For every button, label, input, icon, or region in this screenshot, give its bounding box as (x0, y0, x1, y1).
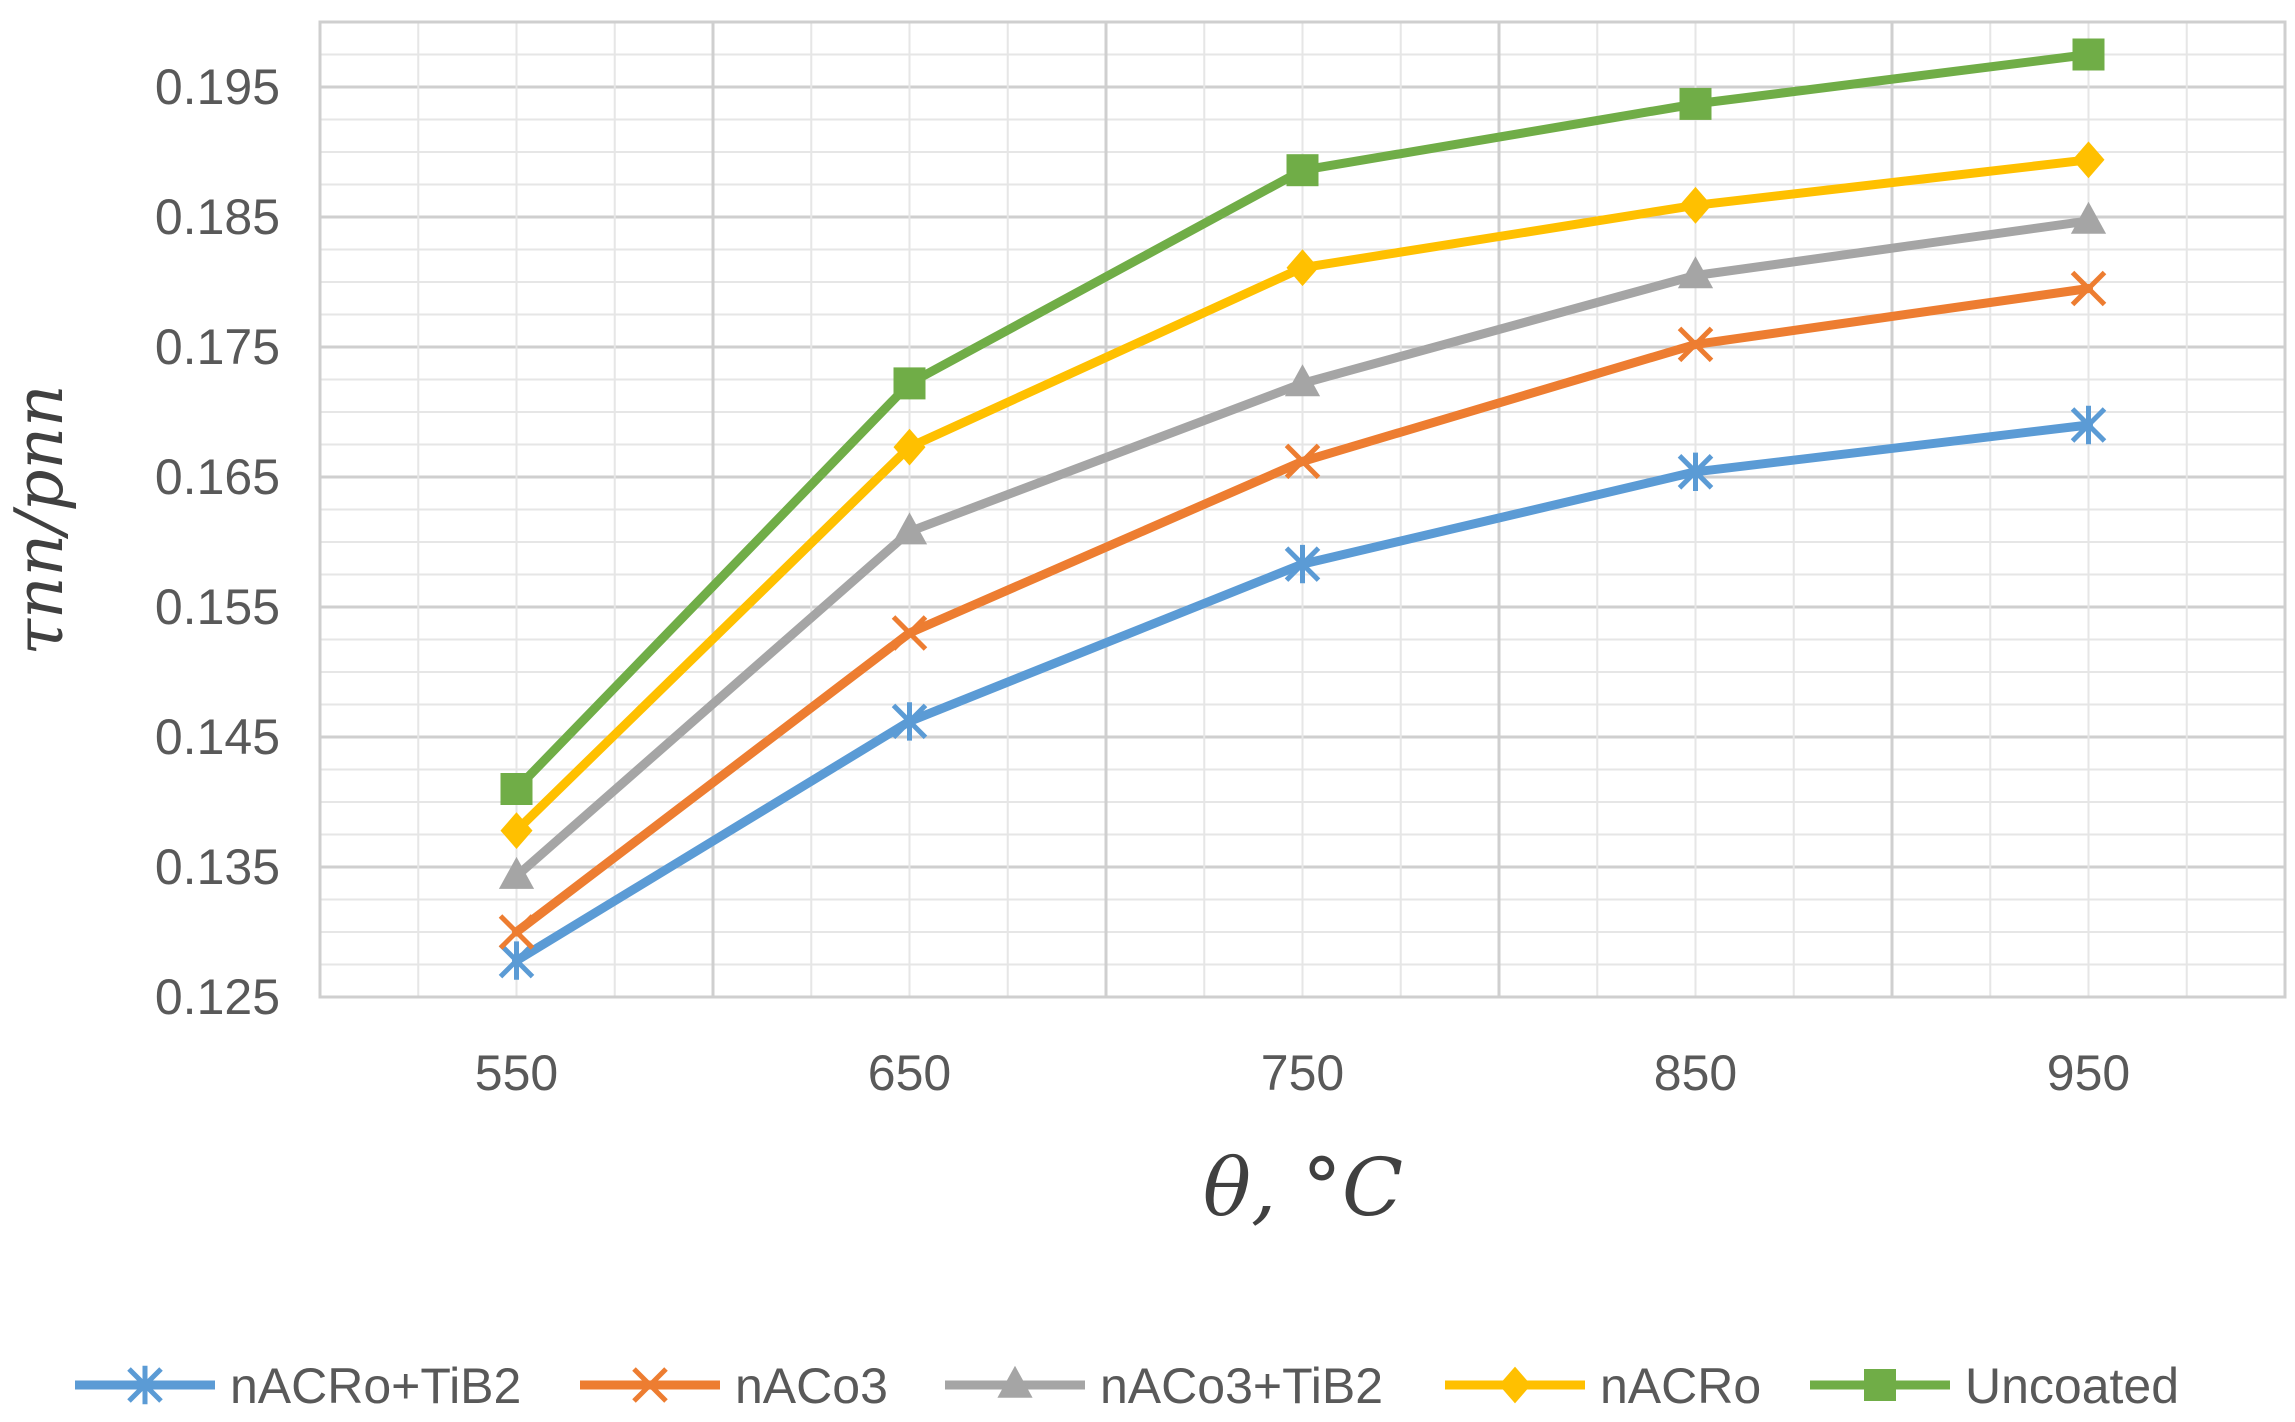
y-tick-label: 0.135 (155, 839, 280, 895)
legend-item: nACRo (1445, 1358, 1761, 1414)
data-point (127, 1365, 163, 1405)
data-point (632, 1367, 668, 1403)
plot-area-border (318, 20, 2287, 999)
data-point (1864, 1369, 1896, 1401)
data-point (2070, 270, 2107, 307)
y-tick-label: 0.195 (155, 59, 280, 115)
data-point (2070, 405, 2107, 445)
data-point (1286, 249, 1319, 287)
legend-item: Uncoated (1810, 1358, 2179, 1414)
data-point (1284, 364, 1321, 397)
legend-label: nACo3+TiB2 (1100, 1358, 1383, 1414)
y-tick-label: 0.185 (155, 189, 280, 245)
legend-label: nACRo (1600, 1358, 1761, 1414)
legend-label: Uncoated (1965, 1358, 2179, 1414)
legend-label: nACRo+TiB2 (230, 1358, 521, 1414)
data-point (2072, 38, 2105, 71)
x-tick-label: 650 (868, 1045, 951, 1101)
data-point (1499, 1366, 1531, 1404)
series-naco3-tib2 (498, 201, 2107, 889)
series-layer (498, 38, 2107, 980)
legend-item: nACo3+TiB2 (945, 1358, 1383, 1414)
x-axis-ticks: 550 650 750 850 950 (475, 1045, 2130, 1101)
data-point (891, 702, 928, 741)
series-nacro (500, 141, 2105, 849)
y-tick-label: 0.155 (155, 579, 280, 635)
y-tick-label: 0.165 (155, 449, 280, 505)
x-axis-title: θ, °C (1203, 1141, 1403, 1234)
y-axis-ticks: 0.125 0.135 0.145 0.155 0.165 0.175 0.185 0.195 (155, 59, 280, 1025)
series-naco3 (498, 270, 2107, 950)
legend-item: nACo3 (580, 1358, 888, 1414)
data-point (891, 615, 928, 651)
legend-item: nACRo+TiB2 (75, 1358, 521, 1414)
data-point (1677, 452, 1714, 491)
data-point (1286, 154, 1319, 187)
data-point (500, 773, 533, 805)
x-tick-label: 850 (1654, 1045, 1737, 1101)
data-point (1679, 186, 1712, 224)
data-point (2070, 201, 2107, 234)
y-tick-label: 0.145 (155, 709, 280, 765)
data-point (891, 512, 928, 545)
data-point (1679, 87, 1712, 120)
data-point (500, 812, 533, 849)
data-point (893, 428, 926, 466)
data-point (498, 914, 535, 950)
x-tick-label: 550 (475, 1045, 558, 1101)
data-point (2072, 141, 2105, 179)
legend-label: nACo3 (735, 1358, 888, 1414)
data-point (498, 941, 535, 980)
series-uncoated (500, 38, 2105, 805)
data-point (997, 1365, 1033, 1398)
data-point (1677, 256, 1714, 289)
series-nacro-tib2 (498, 405, 2107, 980)
x-tick-label: 750 (1261, 1045, 1344, 1101)
data-point (1284, 443, 1321, 480)
data-point (1677, 326, 1714, 363)
y-axis-title: τnn/pnn (1, 384, 78, 655)
data-point (893, 367, 926, 400)
x-tick-label: 950 (2047, 1045, 2130, 1101)
y-tick-label: 0.125 (155, 969, 280, 1025)
data-point (498, 856, 535, 889)
y-tick-label: 0.175 (155, 319, 280, 375)
legend: nACRo+TiB2 nACo3 nACo3+TiB2 nACRo Uncoated (75, 1358, 2179, 1414)
data-point (1284, 544, 1321, 584)
